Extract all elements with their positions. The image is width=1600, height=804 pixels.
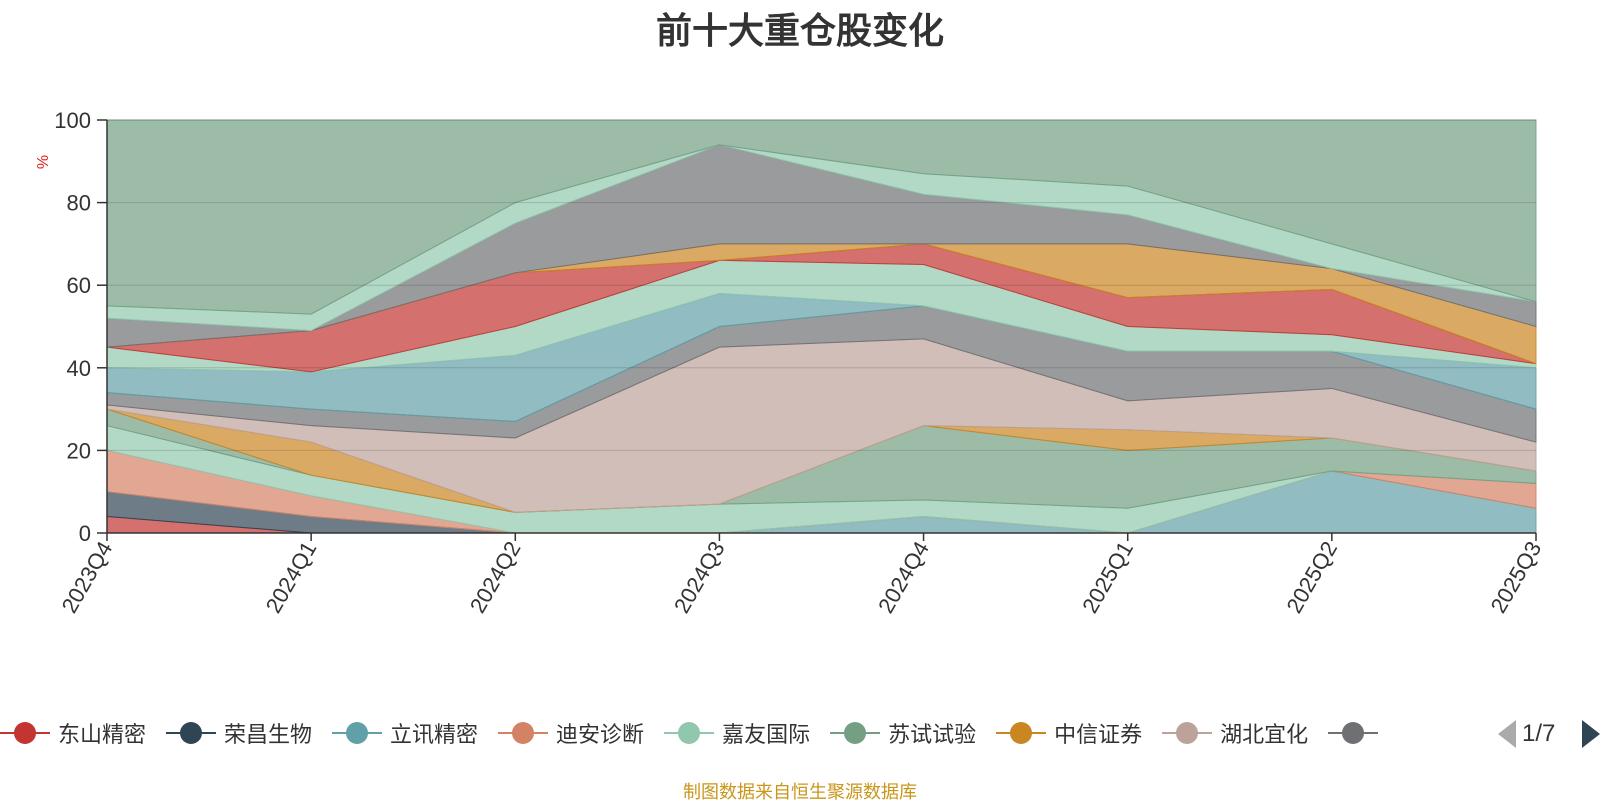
legend-label: 苏试试验 bbox=[888, 722, 977, 747]
legend-item[interactable]: 东山精密 bbox=[0, 713, 146, 753]
legend-marker-icon bbox=[664, 721, 715, 745]
legend-marker-icon bbox=[996, 721, 1047, 745]
legend-next-page-icon[interactable] bbox=[1582, 720, 1600, 748]
legend-item[interactable]: 嘉友国际 bbox=[664, 713, 810, 753]
chart-title: 前十大重仓股变化 bbox=[655, 10, 944, 51]
grid-lines bbox=[107, 119, 1536, 451]
x-tick-label: 2024Q2 bbox=[465, 537, 526, 617]
legend-marker-icon bbox=[332, 721, 383, 745]
legend-marker-icon bbox=[1328, 721, 1379, 745]
legend-marker-icon bbox=[0, 721, 50, 745]
legend-prev-page-icon[interactable] bbox=[1498, 720, 1516, 748]
y-tick-label: 40 bbox=[67, 356, 91, 381]
legend-items: 东山精密 荣昌生物 立讯精密 迪安诊断 嘉友国际 苏试试验 中信证券 湖北宜化 bbox=[0, 713, 1406, 753]
y-tick-label: 80 bbox=[67, 191, 91, 216]
legend-marker-icon bbox=[166, 721, 217, 745]
x-tick-label: 2024Q4 bbox=[873, 537, 934, 617]
legend-label: 立讯精密 bbox=[390, 722, 479, 747]
y-tick-label: 20 bbox=[67, 438, 91, 463]
area-layers bbox=[106, 119, 1537, 534]
x-tick-label: 2025Q2 bbox=[1281, 537, 1342, 617]
y-tick-label: 0 bbox=[79, 521, 91, 546]
legend-label: 中信证券 bbox=[1054, 722, 1143, 747]
legend-item[interactable]: 湖北宜化 bbox=[1162, 713, 1308, 753]
area-16 bbox=[106, 119, 1537, 315]
legend-label: 东山精密 bbox=[58, 722, 147, 747]
x-tick-label: 2025Q1 bbox=[1077, 537, 1138, 617]
legend-item[interactable]: 迪安诊断 bbox=[498, 713, 644, 753]
y-tick-label: 100 bbox=[54, 108, 91, 133]
y-axis-label: % bbox=[35, 155, 52, 169]
x-tick-label: 2023Q4 bbox=[57, 537, 118, 617]
legend-item[interactable] bbox=[1328, 713, 1386, 753]
legend-label: 湖北宜化 bbox=[1220, 722, 1309, 747]
source-note: 制图数据来自恒生聚源数据库 bbox=[683, 782, 917, 802]
x-tick-label: 2024Q3 bbox=[669, 537, 730, 617]
x-tick-label: 2025Q3 bbox=[1486, 537, 1547, 617]
legend-item[interactable]: 荣昌生物 bbox=[166, 713, 312, 753]
legend-page-indicator: 1/7 bbox=[1522, 720, 1556, 747]
y-tick-label: 60 bbox=[67, 273, 91, 298]
legend-item[interactable]: 立讯精密 bbox=[332, 713, 478, 753]
legend-item[interactable]: 苏试试验 bbox=[830, 713, 976, 753]
legend: 东山精密 荣昌生物 立讯精密 迪安诊断 嘉友国际 苏试试验 中信证券 湖北宜化 bbox=[0, 713, 1480, 753]
legend-label: 荣昌生物 bbox=[224, 722, 313, 747]
legend-label: 嘉友国际 bbox=[722, 722, 811, 747]
legend-item[interactable]: 中信证券 bbox=[996, 713, 1142, 753]
legend-marker-icon bbox=[1162, 721, 1213, 745]
x-tick-label: 2024Q1 bbox=[261, 537, 322, 617]
legend-marker-icon bbox=[498, 721, 549, 745]
legend-marker-icon bbox=[830, 721, 881, 745]
legend-pager: 1/7 bbox=[1498, 716, 1600, 752]
legend-label: 迪安诊断 bbox=[556, 722, 645, 747]
